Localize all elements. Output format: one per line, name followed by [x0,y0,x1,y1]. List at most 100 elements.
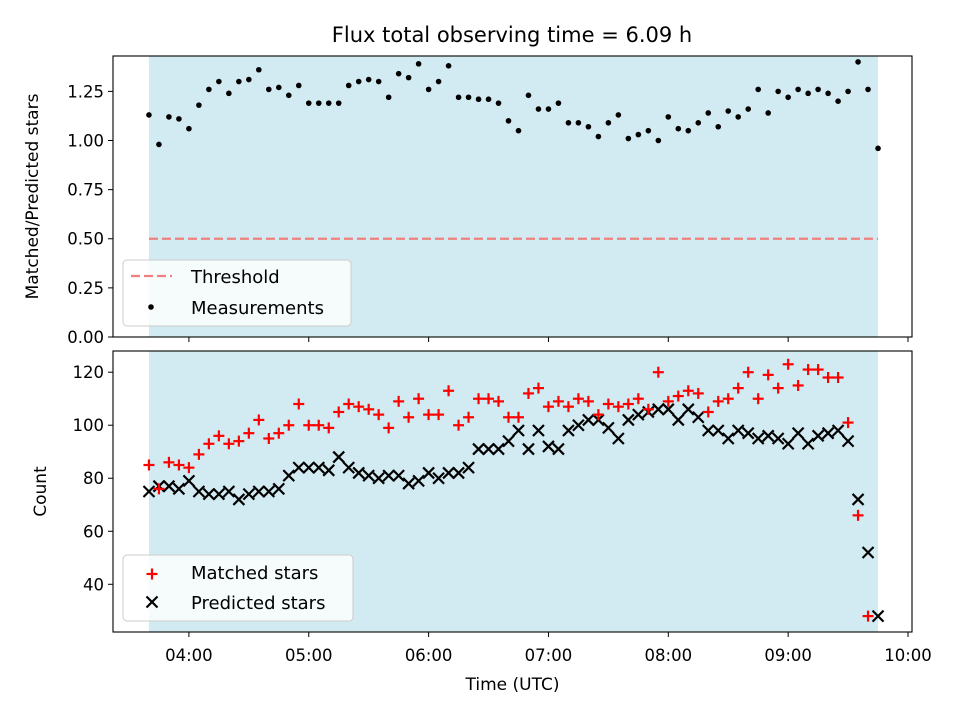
matched-star-marker [383,422,395,434]
predicted-marker-stroke [632,408,645,421]
measurement-point [735,114,742,120]
predicted-star-marker [612,432,625,445]
predicted-marker-stroke [662,403,675,416]
matched-star-marker [193,448,205,460]
measurement-point [565,120,572,126]
predicted-marker-stroke [352,466,365,480]
matched-star-marker [423,409,435,421]
measurement-point [775,88,781,95]
predicted-star-marker [781,437,795,451]
predicted-star-marker [452,466,465,480]
predicted-marker-stroke [761,429,775,443]
predicted-marker-stroke [382,469,395,482]
predicted-marker-stroke [282,469,296,482]
matched-star-marker [792,379,804,391]
measurement-point [515,127,522,134]
predicted-star-marker [192,485,206,498]
matched-star-marker [632,393,644,405]
x-tick-label: 09:00 [764,646,812,665]
predicted-star-marker [542,440,555,453]
predicted-star-marker [701,424,715,437]
measurement-point [715,123,722,130]
measurement-point [305,100,312,106]
y-tick-label: 0.50 [67,230,104,249]
measurement-point [665,114,672,120]
predicted-star-marker [342,461,355,474]
matched-star-marker [592,409,604,421]
measurement-point [795,86,801,93]
predicted-star-marker [532,424,545,437]
matched-star-marker [353,401,365,413]
predicted-star-marker [302,461,316,474]
measurement-point [785,94,791,101]
predicted-marker-stroke [372,471,385,485]
matched-star-marker [203,438,215,450]
predicted-star-marker [851,493,865,506]
matched-star-marker [712,395,724,407]
x-axis-label: Time (UTC) [465,675,560,695]
predicted-star-marker [242,487,256,501]
count-y-axis-label: Count [31,466,51,517]
matched-star-marker [483,393,495,405]
count-legend: Matched stars Predicted stars [122,554,354,622]
predicted-star-marker [282,469,296,482]
matched-star-marker [802,364,814,376]
predicted-marker-stroke [562,424,575,437]
predicted-star-marker [672,413,685,427]
predicted-star-marker [512,424,525,437]
matched-star-marker [752,393,764,405]
predicted-marker-stroke [572,418,585,432]
measurement-point [615,112,622,118]
matched-star-marker [662,395,674,407]
predicted-star-marker [721,432,735,445]
y-tick-label: 80 [83,469,104,488]
count-legend-box [122,554,354,622]
matched-star-marker [612,401,624,413]
measurement-point [505,118,512,124]
predicted-marker-stroke [691,410,705,424]
y-tick-label: 100 [73,416,105,435]
measurement-point [585,123,592,130]
predicted-star-marker [711,424,725,437]
matched-star-markers [143,358,874,622]
measurement-point [325,100,332,106]
predicted-star-marker [142,485,156,498]
matched-star-marker [493,395,505,407]
measurement-point [805,90,811,97]
y-tick-label: 0.75 [67,181,104,200]
measurement-point [275,84,282,91]
matched-star-marker [852,509,864,521]
measurement-point [465,94,472,101]
predicted-star-marker [482,442,495,456]
predicted-marker-stroke [861,546,875,559]
matched-star-marker [253,414,265,426]
measurement-point [825,90,831,97]
ratio-x-ticks [188,337,909,342]
predicted-star-marker [492,442,505,456]
matched-star-marker [373,409,385,421]
measurement-point [156,141,162,148]
predicted-marker-stroke [741,426,755,440]
ratio-panel-frame [112,55,913,338]
predicted-marker-stroke [542,440,555,453]
x-tick-label: 04:00 [165,646,213,665]
measurement-point [865,86,871,93]
matched-star-marker [682,385,694,397]
measurement-point [745,106,752,112]
matched-star-marker [702,406,714,418]
count-x-ticks: 04:00 05:00 06:00 07:00 08:00 09:00 10:00 [165,632,932,665]
count-panel: 40 60 80 100 120 04:00 05:00 06:00 07:00 08:00 09… [31,350,932,695]
predicted-star-marker [322,464,336,477]
legend-matched-symbol [146,568,158,580]
y-tick-label: 0.25 [67,279,104,298]
predicted-star-marker [202,487,216,501]
predicted-star-marker [332,450,345,464]
predicted-marker-stroke [602,421,615,435]
measurement-point [405,74,412,81]
predicted-marker-stroke [172,482,186,496]
predicted-star-marker [691,410,705,424]
predicted-marker-stroke [652,403,665,416]
predicted-marker-stroke [212,487,226,501]
matched-star-marker [163,456,175,468]
matched-star-marker [692,387,704,399]
